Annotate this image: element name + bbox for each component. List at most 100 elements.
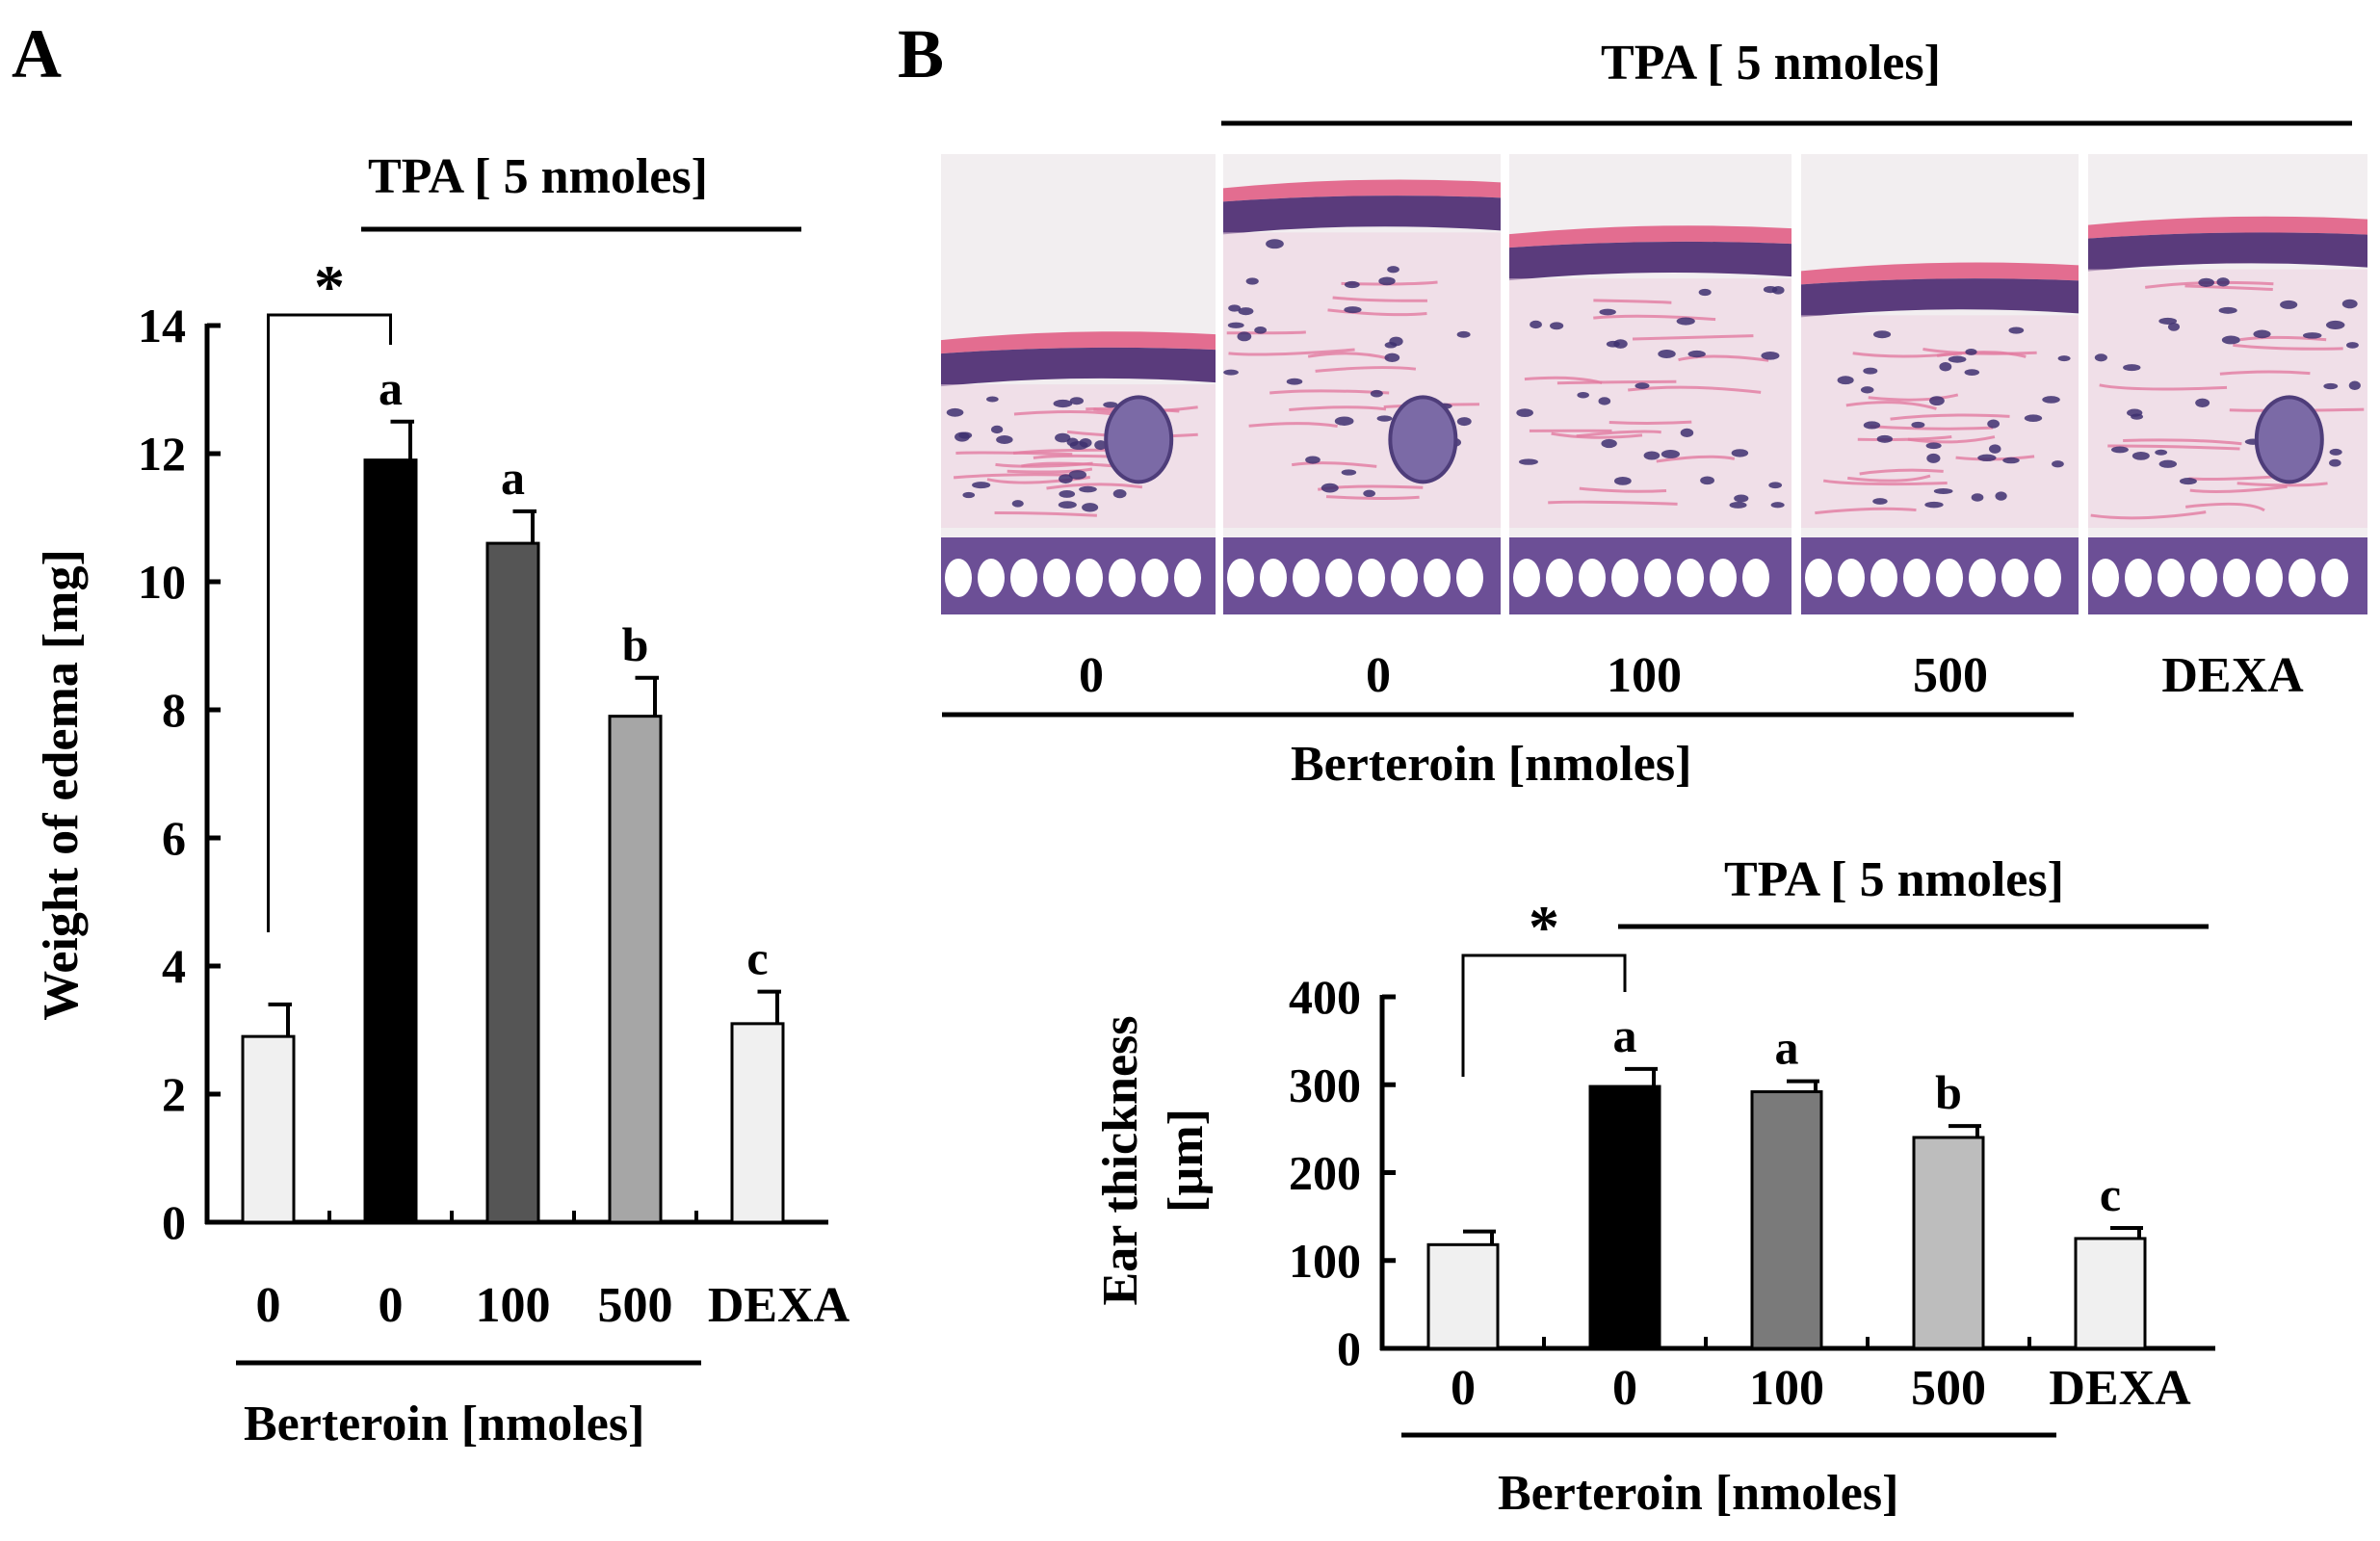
histology-nucleus	[1939, 362, 1952, 372]
histology-panel	[1223, 154, 1501, 614]
histology-nucleus	[1761, 351, 1780, 360]
histology-nucleus	[1598, 397, 1611, 405]
histology-nucleus	[1964, 369, 1980, 377]
histology-nucleus	[1254, 326, 1268, 334]
histology-nucleus	[2348, 380, 2361, 390]
histology-stratum-corneum	[1223, 179, 1501, 202]
histology-chondrocyte	[1424, 559, 1451, 597]
histology-nucleus	[1613, 476, 1632, 485]
histology-fiber	[1289, 405, 1387, 412]
panel-b-label: B	[898, 15, 944, 92]
histology-chondrocyte	[1293, 559, 1320, 597]
histology-nucleus	[1058, 501, 1077, 509]
histology-chondrocyte	[1358, 559, 1385, 597]
histology-nucleus	[2179, 478, 2197, 485]
a-y-tick-label: 10	[138, 555, 186, 609]
histology-chondrocyte	[1174, 559, 1201, 597]
b-significance-letter: a	[1613, 1008, 1637, 1062]
histology-chondrocyte	[1903, 559, 1930, 597]
histology-fiber	[2123, 438, 2242, 446]
histology-fiber	[1857, 434, 1952, 441]
histology-nucleus	[2024, 414, 2043, 422]
histology-nucleus	[1266, 239, 1284, 249]
histology-epidermis	[2088, 232, 2367, 272]
histology-nucleus	[1068, 470, 1087, 480]
histology-nucleus	[1863, 367, 1878, 375]
histology-nucleus	[2057, 355, 2071, 362]
a-category-label: 0	[379, 1278, 404, 1333]
histology-nucleus	[1227, 322, 1244, 328]
histology-nucleus	[1837, 376, 1854, 385]
histology-fiber	[1656, 455, 1736, 463]
b-category-label: 500	[1911, 1361, 1986, 1416]
histology-chondrocyte	[2125, 559, 2152, 597]
histology-nucleus	[1635, 382, 1650, 389]
histology-nucleus	[962, 491, 976, 499]
histology-nucleus	[1926, 453, 1941, 463]
histology-stratum-corneum	[941, 331, 1216, 354]
a-y-tick-label: 8	[162, 683, 186, 737]
panel-a-label: A	[12, 15, 62, 92]
b-bar	[1912, 1136, 1985, 1350]
histology-fiber	[2185, 502, 2265, 512]
histology-chondrocyte	[1838, 559, 1865, 597]
histology-chondrocyte	[2092, 559, 2119, 597]
histology-fiber	[1292, 461, 1377, 468]
histology-fiber	[1593, 314, 1716, 322]
histology-nucleus	[1011, 500, 1024, 508]
a-berteroin-label: Berteroin [nmoles]	[244, 1397, 644, 1451]
histology-nucleus	[996, 435, 1013, 444]
b-significance-star: *	[1529, 893, 1559, 961]
histology-chondrocyte	[1969, 559, 1996, 597]
a-bar	[241, 1034, 296, 1224]
histology-fiber	[2236, 482, 2328, 487]
a-y-tick-label: 2	[162, 1067, 186, 1121]
histology-nucleus	[1700, 476, 1714, 485]
histology-dermis	[1509, 278, 1792, 528]
histology-fiber	[1852, 352, 1963, 358]
a-significance-letter: c	[746, 931, 768, 985]
b-category-label: 100	[1749, 1361, 1824, 1416]
histology-nucleus	[1734, 494, 1749, 503]
histology-nucleus	[955, 431, 970, 442]
histology-nucleus	[2221, 335, 2240, 345]
a-significance-bracket	[267, 313, 392, 932]
histology-chondrocyte	[1936, 559, 1963, 597]
histology-chondrocyte	[2158, 559, 2184, 597]
histology-nucleus	[1082, 503, 1099, 512]
histology-fiber	[1678, 354, 1769, 362]
a-y-axis-label: Weight of edema [mg]	[34, 549, 89, 1021]
histology-chondrocyte	[1227, 559, 1254, 597]
histology-fiber	[1576, 430, 1661, 438]
b-y-tick-label: 300	[1289, 1058, 1361, 1111]
histology-nucleus	[1731, 449, 1749, 457]
histology-nucleus	[1223, 369, 1239, 376]
histology-hair-follicle	[2254, 395, 2324, 484]
histology-fiber	[1556, 379, 1677, 385]
histology-panel	[941, 154, 1216, 614]
histology-nucleus	[1305, 456, 1321, 464]
b-y-tick-label: 0	[1337, 1321, 1361, 1375]
histology-nucleus	[2158, 459, 2178, 468]
histology-nucleus	[2094, 353, 2107, 362]
histology-fiber	[1579, 486, 1667, 493]
histology-dermis	[1801, 315, 2079, 528]
histology-nucleus	[1965, 349, 1977, 355]
histology-fiber	[1007, 467, 1093, 474]
histology-chondrocyte	[978, 559, 1005, 597]
histology-nucleus	[1238, 307, 1254, 316]
histology-nucleus	[2158, 317, 2178, 325]
histology-fiber	[2233, 343, 2343, 351]
histology-nucleus	[1228, 304, 1242, 312]
histology-nucleus	[1599, 308, 1616, 316]
histology-nucleus	[1245, 277, 1259, 285]
histology-fiber	[2184, 284, 2273, 292]
histology-fiber	[1845, 401, 1937, 410]
chart-a: Weight of edema [mg] 0 2 4 6 8 10 12 14 0 a 0 a 100 b…	[34, 252, 850, 1333]
histology-nucleus	[1768, 482, 1783, 489]
histology-fiber	[1325, 495, 1420, 500]
histology-nucleus	[1929, 396, 1945, 406]
histology-fiber	[1524, 376, 1603, 384]
histology-nucleus	[2280, 300, 2298, 309]
histology-nucleus	[2341, 299, 2358, 309]
